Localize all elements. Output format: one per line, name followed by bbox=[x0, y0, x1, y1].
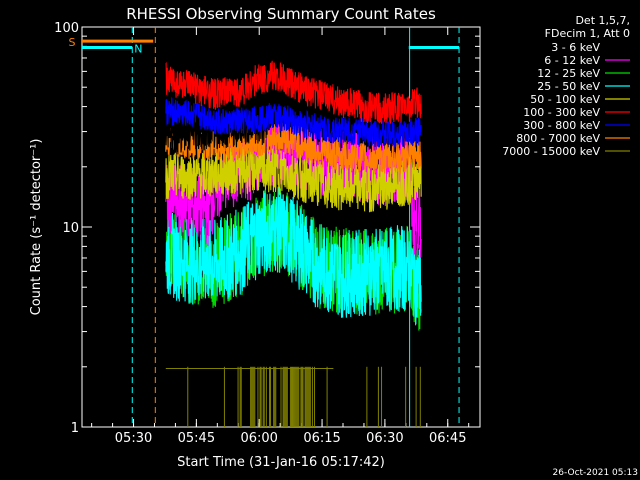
legend-label-5: 100 - 300 keV bbox=[523, 106, 600, 119]
annotation-label-1: N bbox=[134, 42, 142, 55]
chart-title: RHESSI Observing Summary Count Rates bbox=[126, 5, 436, 23]
annotation-label-0: S bbox=[69, 36, 76, 49]
y-axis-label: Count Rate (s⁻¹ detector⁻¹) bbox=[29, 139, 44, 316]
x-tick-label-5: 06:45 bbox=[429, 431, 466, 446]
x-tick-label-3: 06:15 bbox=[303, 431, 340, 446]
legend-label-7: 800 - 7000 keV bbox=[516, 132, 600, 145]
footer-timestamp: 26-Oct-2021 05:13 bbox=[553, 468, 638, 478]
legend-header-1: Det 1,5,7, bbox=[575, 14, 630, 27]
series-3 bbox=[165, 186, 422, 326]
series-4-line bbox=[165, 145, 422, 213]
x-tick-label-1: 05:45 bbox=[178, 431, 215, 446]
series-4 bbox=[165, 145, 422, 213]
y-tick-label-2: 100 bbox=[54, 21, 79, 36]
series-5 bbox=[165, 60, 422, 124]
series-group bbox=[165, 60, 422, 427]
legend-label-3: 25 - 50 keV bbox=[537, 80, 600, 93]
x-axis-label: Start Time (31-Jan-16 05:17:42) bbox=[177, 455, 385, 470]
axis-ticks: 05:30 05:45 06:00 06:15 06:30 06:45 1 10 100 bbox=[54, 21, 480, 446]
series-5-line bbox=[165, 60, 422, 124]
y-tick-label-1: 10 bbox=[62, 221, 79, 236]
legend-header-2: FDecim 1, Att 0 bbox=[545, 27, 630, 40]
vertical-markers bbox=[131, 27, 460, 427]
series-6 bbox=[165, 96, 422, 148]
x-tick-label-4: 06:30 bbox=[366, 431, 403, 446]
legend-label-2: 12 - 25 keV bbox=[537, 67, 600, 80]
legend-label-1: 6 - 12 keV bbox=[544, 54, 600, 67]
legend: Det 1,5,7, FDecim 1, Att 0 7000 - 15000 … bbox=[502, 14, 630, 158]
legend-label-0: 3 - 6 keV bbox=[551, 41, 600, 54]
x-tick-label-2: 06:00 bbox=[240, 431, 277, 446]
x-tick-label-0: 05:30 bbox=[115, 431, 152, 446]
legend-label-4: 50 - 100 keV bbox=[530, 93, 600, 106]
series-7-line bbox=[165, 122, 422, 174]
series-7 bbox=[165, 122, 422, 174]
series-3-line bbox=[165, 186, 422, 326]
y-tick-label-0: 1 bbox=[71, 421, 79, 436]
series-8 bbox=[165, 366, 421, 427]
legend-label-6: 300 - 800 keV bbox=[523, 119, 600, 132]
series-6-line bbox=[165, 96, 422, 148]
legend-label-8: 7000 - 15000 keV bbox=[502, 145, 600, 158]
